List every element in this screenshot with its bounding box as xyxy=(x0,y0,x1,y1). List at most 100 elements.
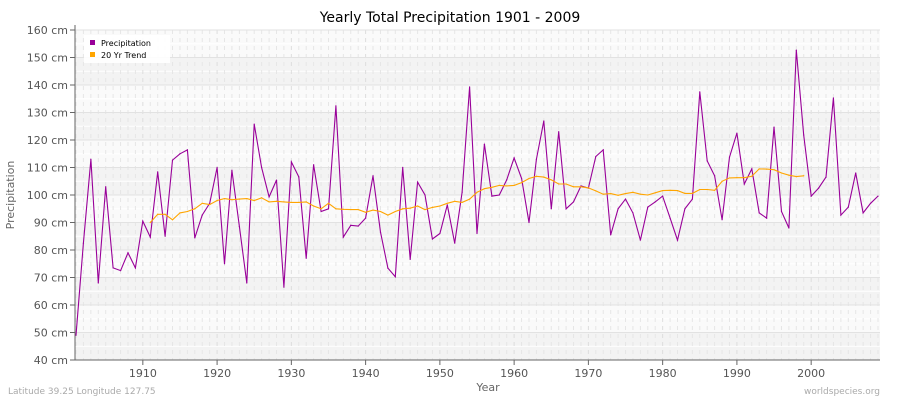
trend-point xyxy=(416,205,419,207)
precipitation-point xyxy=(365,217,367,219)
y-tick-label: 120 cm xyxy=(27,134,68,147)
precipitation-point xyxy=(513,157,515,159)
precipitation-point xyxy=(832,97,835,99)
trend-point xyxy=(454,200,456,202)
trend-point xyxy=(231,199,233,201)
precipitation-point xyxy=(624,198,627,200)
precipitation-point xyxy=(751,168,753,170)
precipitation-point xyxy=(119,270,122,272)
trend-point xyxy=(372,209,374,211)
x-tick-label: 1910 xyxy=(129,367,157,380)
precipitation-point xyxy=(803,134,805,136)
trend-point xyxy=(424,208,426,211)
precipitation-point xyxy=(825,176,827,178)
trend-point xyxy=(238,198,240,200)
precipitation-point xyxy=(231,169,233,171)
precipitation-point xyxy=(424,194,426,196)
precipitation-point xyxy=(246,282,248,284)
trend-point xyxy=(684,192,686,194)
trend-point xyxy=(550,179,552,181)
y-tick-label: 150 cm xyxy=(27,52,68,65)
trend-point xyxy=(788,174,790,176)
precipitation-point xyxy=(558,131,560,133)
trend-point xyxy=(498,184,500,186)
precipitation-point xyxy=(283,286,285,288)
precipitation-point xyxy=(320,210,322,213)
precipitation-point xyxy=(817,187,820,189)
precipitation-point xyxy=(134,267,137,269)
trend-point xyxy=(699,188,701,191)
trend-point xyxy=(662,190,664,192)
trend-point xyxy=(506,185,508,187)
trend-point xyxy=(394,210,396,213)
precipitation-point xyxy=(127,252,129,254)
trend-point xyxy=(602,193,604,195)
y-tick-label: 50 cm xyxy=(34,327,68,340)
trend-point xyxy=(520,182,523,184)
precipitation-point xyxy=(461,191,463,193)
trend-point xyxy=(580,186,582,188)
precipitation-point xyxy=(335,105,337,107)
trend-point xyxy=(773,169,775,171)
trend-point xyxy=(171,219,174,221)
trend-point xyxy=(379,210,382,213)
y-tick-label: 70 cm xyxy=(34,272,68,285)
trend-point xyxy=(587,187,589,189)
trend-point xyxy=(476,191,478,193)
precipitation-point xyxy=(379,231,382,233)
trend-point xyxy=(743,177,745,179)
legend-swatch-precipitation xyxy=(90,40,95,45)
y-tick-label: 40 cm xyxy=(34,354,68,367)
trend-point xyxy=(513,184,515,186)
y-tick-label: 80 cm xyxy=(34,244,68,257)
precipitation-point xyxy=(580,185,582,187)
trend-point xyxy=(706,188,708,191)
trend-point xyxy=(387,214,389,216)
precipitation-point xyxy=(766,217,768,219)
precipitation-point xyxy=(476,232,478,235)
trend-point xyxy=(721,180,723,182)
trend-point xyxy=(736,177,738,179)
trend-point xyxy=(305,201,307,203)
precipitation-point xyxy=(869,202,872,204)
trend-point xyxy=(595,190,597,192)
trend-point xyxy=(253,199,255,202)
trend-point xyxy=(357,208,359,211)
trend-point xyxy=(758,168,760,170)
chart-title: Yearly Total Precipitation 1901 - 2009 xyxy=(319,10,581,26)
precipitation-point xyxy=(216,166,218,169)
trend-point xyxy=(795,175,797,178)
trend-point xyxy=(431,206,434,208)
precipitation-point xyxy=(714,175,716,177)
precipitation-point xyxy=(171,159,174,161)
precipitation-point xyxy=(402,166,404,169)
trend-point xyxy=(803,175,805,177)
trend-point xyxy=(468,198,471,200)
trend-point xyxy=(565,183,567,185)
trend-point xyxy=(654,192,656,194)
precipitation-point xyxy=(699,91,701,93)
precipitation-point xyxy=(528,221,530,224)
y-tick-label: 140 cm xyxy=(27,79,68,92)
precipitation-point xyxy=(350,224,352,226)
precipitation-point xyxy=(179,153,181,155)
precipitation-point xyxy=(157,171,159,173)
trend-point xyxy=(483,188,486,190)
trend-point xyxy=(164,213,166,215)
trend-point xyxy=(543,176,545,178)
trend-point xyxy=(558,183,560,185)
precipitation-point xyxy=(446,204,448,206)
precipitation-point xyxy=(201,214,203,216)
trend-point xyxy=(290,201,292,204)
x-axis-label: Year xyxy=(475,381,500,394)
x-tick-label: 1920 xyxy=(203,367,231,380)
trend-point xyxy=(283,201,285,203)
precipitation-point xyxy=(602,149,604,151)
y-tick-label: 110 cm xyxy=(27,162,68,175)
precipitation-point xyxy=(194,237,196,239)
precipitation-point xyxy=(662,195,664,197)
precipitation-point xyxy=(535,158,538,160)
trend-point xyxy=(766,168,768,170)
trend-point xyxy=(610,193,612,195)
trend-point xyxy=(246,197,248,200)
